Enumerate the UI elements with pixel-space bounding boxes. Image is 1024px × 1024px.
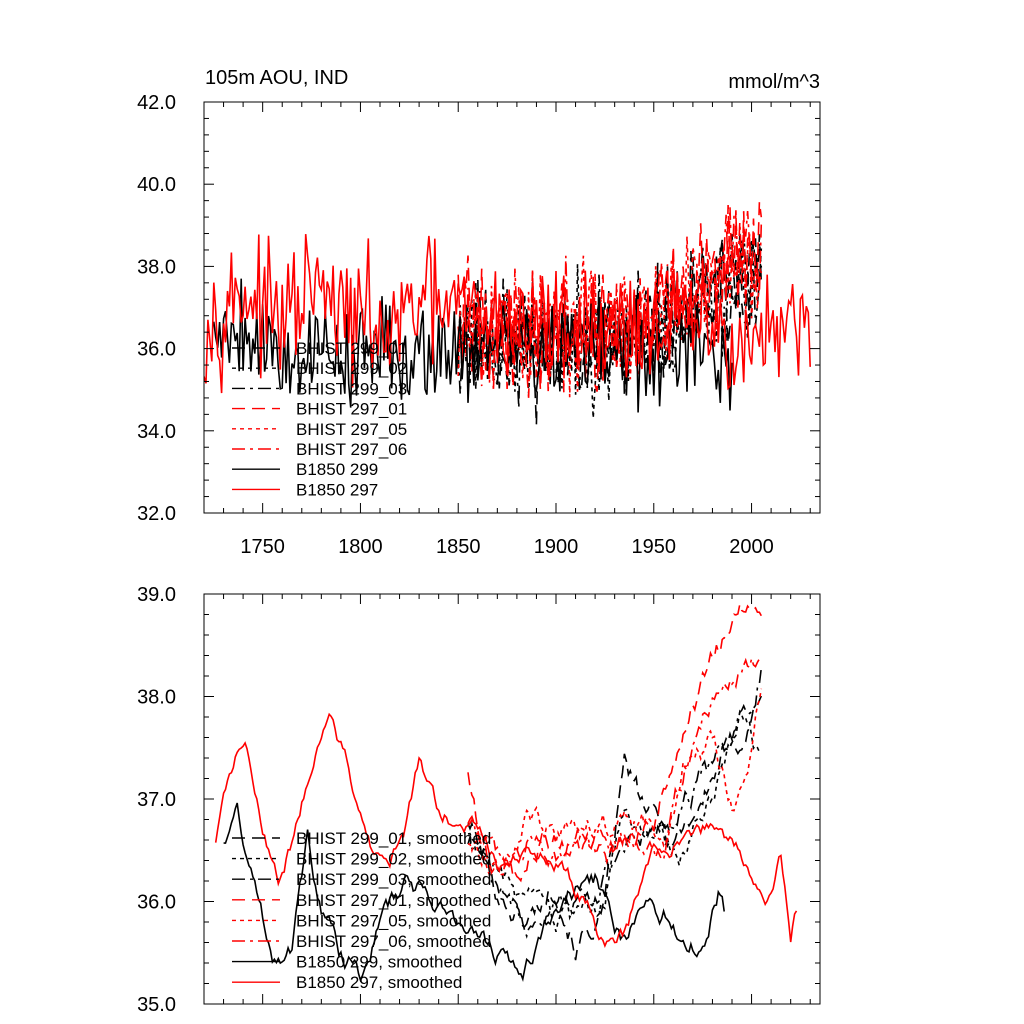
legend-label-b1850-297: B1850 297 (296, 480, 378, 499)
legend-label-b1850-299: B1850 299 (296, 460, 378, 479)
legend-label-bhist-299-02-smoothed: BHIST 299_02, smoothed (296, 850, 491, 869)
y-tick-label: 40.0 (137, 174, 176, 196)
legend-label-bhist-297-01-smoothed: BHIST 297_01, smoothed (296, 891, 491, 910)
legend-label-bhist-297-06: BHIST 297_06 (296, 440, 407, 459)
series-line-bhist-299-03-smoothed (467, 667, 763, 939)
top-panel-frame (203, 101, 821, 514)
series-line-bhist-297-06-smoothed (467, 655, 762, 869)
legend-label-bhist-299-03-smoothed: BHIST 299_03, smoothed (296, 870, 491, 889)
legend-label-bhist-297-05: BHIST 297_05 (296, 420, 407, 439)
x-tick-label: 1750 (240, 536, 285, 558)
y-tick-label: 42.0 (137, 92, 176, 114)
series-line-bhist-297-01-smoothed (467, 601, 763, 883)
legend-label-bhist-297-05-smoothed: BHIST 297_05, smoothed (296, 911, 491, 930)
y-tick-label: 34.0 (137, 421, 176, 443)
legend-label-bhist-299-03: BHIST 299_03 (296, 379, 407, 398)
x-tick-label: 1900 (534, 536, 579, 558)
y-tick-label: 39.0 (137, 584, 176, 606)
legend-label-bhist-299-01-smoothed: BHIST 299_01, smoothed (296, 829, 491, 848)
bottom-panel-plot-area (214, 601, 798, 983)
y-tick-label: 32.0 (137, 503, 176, 525)
legend-label-bhist-297-06-smoothed: BHIST 297_06, smoothed (296, 932, 491, 951)
x-tick-label: 1950 (632, 536, 677, 558)
y-tick-label: 37.0 (137, 789, 176, 811)
x-tick-label: 2000 (729, 536, 774, 558)
legend-label-bhist-297-01: BHIST 297_01 (296, 400, 407, 419)
y-tick-label: 36.0 (137, 339, 176, 361)
x-tick-label: 1800 (338, 536, 383, 558)
bottom-panel: BHIST 299_01, smoothed BHIST 299_02, smoo… (137, 584, 821, 1016)
series-line-b1850-297-smoothed (214, 712, 798, 948)
series-line-b1850-299-smoothed (223, 802, 725, 983)
y-tick-label: 36.0 (137, 892, 176, 914)
legend-label-bhist-299-01: BHIST 299_01 (296, 339, 407, 358)
bottom-panel-ticks: 35.0 36.0 37.0 38.0 39.0 (137, 584, 820, 1016)
series-line-bhist-299-02-smoothed (467, 709, 762, 932)
legend-label-b1850-299-smoothed: B1850 299, smoothed (296, 953, 462, 972)
y-tick-label: 35.0 (137, 994, 176, 1016)
legend-label-bhist-299-02: BHIST 299_02 (296, 359, 407, 378)
series-line-b1850-299 (213, 278, 733, 413)
bottom-panel-legend: BHIST 299_01, smoothed BHIST 299_02, smoo… (232, 829, 491, 992)
top-panel-plot-area (204, 202, 811, 425)
top-panel-ticks: 1750 1800 1850 1900 1950 2000 32.0 34.0 36.0 38.0… (137, 92, 820, 558)
top-panel-title: 105m AOU, IND (205, 67, 348, 89)
y-tick-label: 38.0 (137, 687, 176, 709)
legend-label-b1850-297-smoothed: B1850 297, smoothed (296, 973, 462, 992)
series-line-b1850-297 (204, 234, 811, 394)
top-panel: 105m AOU, IND mmol/m^3 BHIST 299_01BHIST… (137, 67, 821, 558)
y-tick-label: 38.0 (137, 256, 176, 278)
x-tick-label: 1850 (436, 536, 481, 558)
series-line-bhist-297-05-smoothed (468, 688, 763, 879)
top-panel-units: mmol/m^3 (728, 71, 820, 93)
